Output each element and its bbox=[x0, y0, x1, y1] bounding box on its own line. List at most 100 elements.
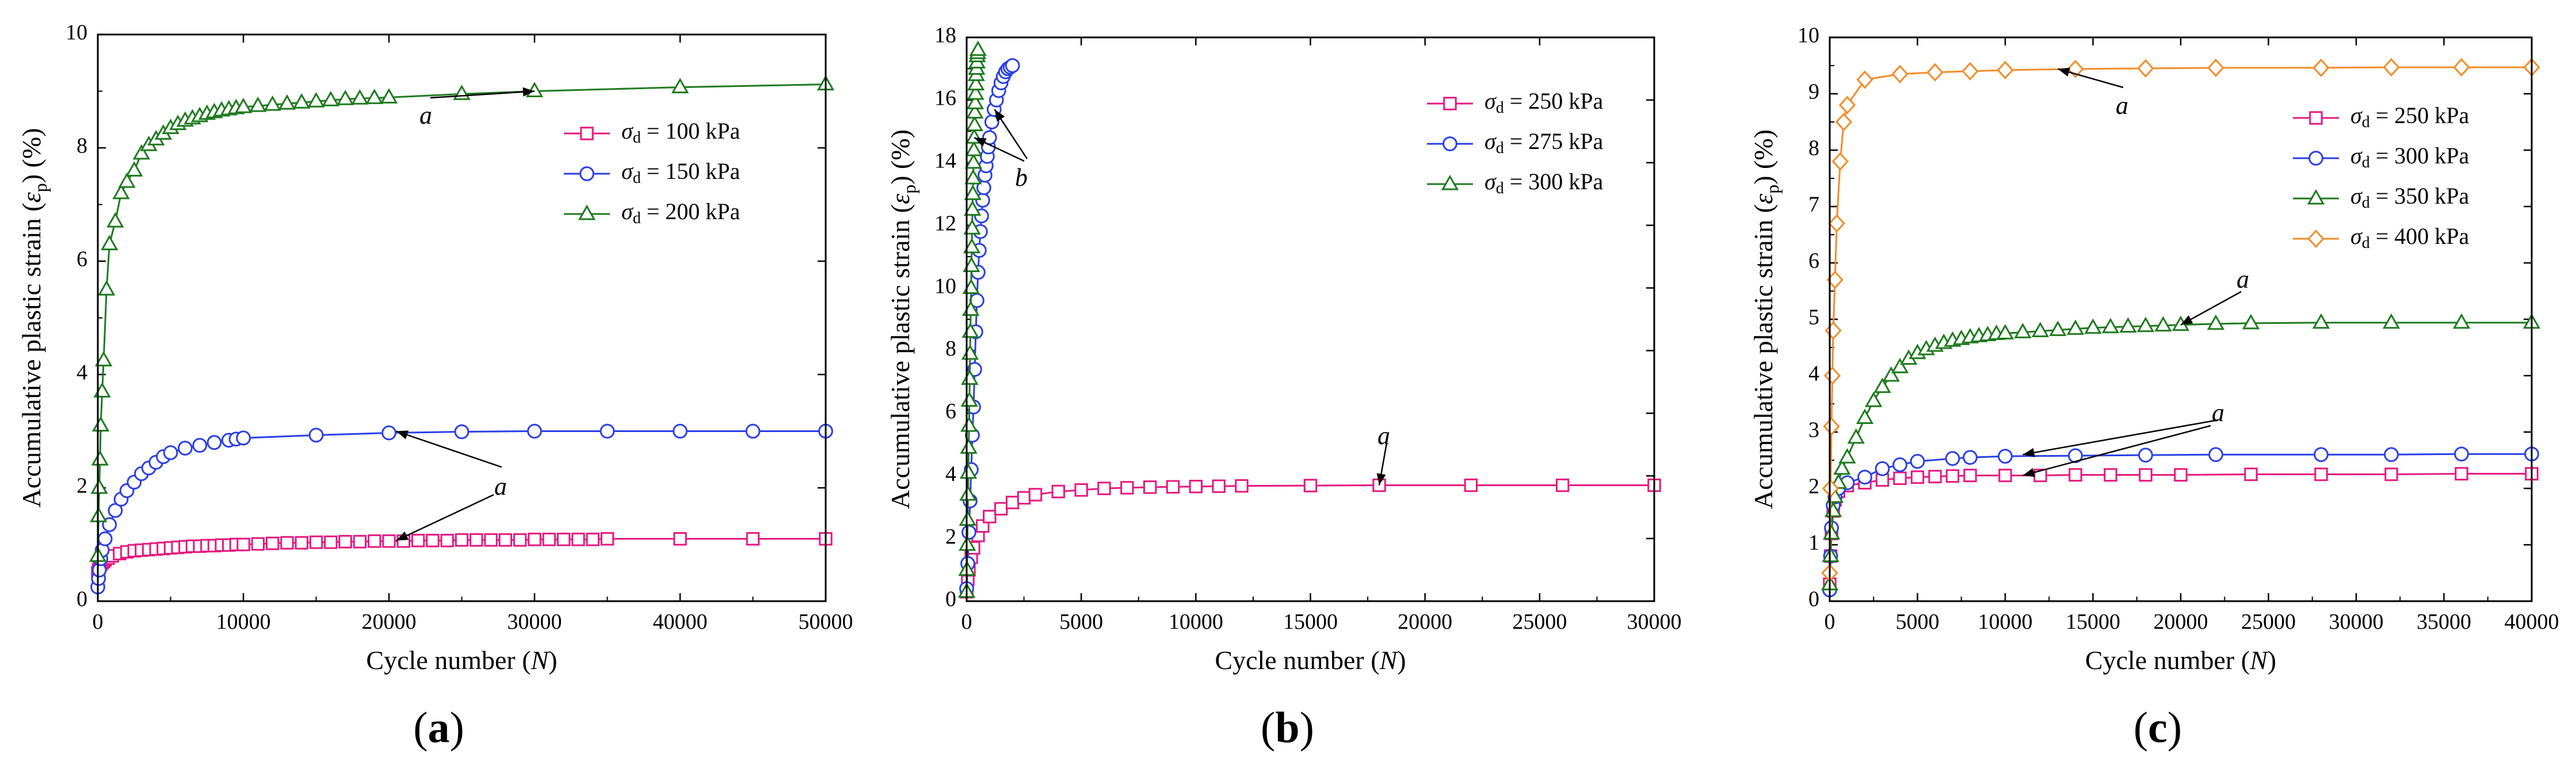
data-point bbox=[108, 503, 123, 518]
data-point bbox=[1028, 488, 1043, 502]
data-point bbox=[2066, 319, 2085, 335]
data-point bbox=[2314, 447, 2329, 463]
x-tick-label: 40000 bbox=[2505, 610, 2559, 634]
data-point bbox=[1166, 480, 1180, 494]
data-point bbox=[264, 95, 281, 111]
data-point bbox=[2453, 58, 2470, 77]
annotation: a bbox=[1376, 422, 1390, 486]
x-axis-label: Cycle number (N) bbox=[366, 645, 557, 675]
y-tick-label: 2 bbox=[77, 474, 87, 498]
x-axis-label: Cycle number (N) bbox=[2085, 645, 2276, 675]
data-point bbox=[542, 532, 556, 547]
data-point bbox=[295, 536, 308, 550]
data-point bbox=[1963, 468, 1977, 483]
data-point bbox=[454, 424, 470, 440]
annotation: a bbox=[2058, 67, 2128, 120]
data-point bbox=[745, 423, 761, 439]
data-point bbox=[1847, 428, 1865, 444]
data-point bbox=[967, 75, 985, 91]
data-point bbox=[2119, 317, 2137, 333]
data-point bbox=[2174, 468, 2188, 482]
data-point bbox=[1051, 484, 1066, 499]
y-axis-label: Accumulative plastic strain (εp) (%) bbox=[1749, 129, 1783, 509]
data-point bbox=[1838, 448, 1856, 464]
data-point bbox=[2014, 323, 2032, 339]
data-point bbox=[966, 103, 984, 119]
legend-marker bbox=[578, 204, 596, 220]
data-point bbox=[1838, 95, 1856, 114]
data-point bbox=[307, 91, 325, 108]
data-point bbox=[1857, 469, 1872, 485]
x-tick-label: 0 bbox=[961, 610, 972, 634]
legend-marker bbox=[1441, 174, 1459, 190]
y-tick-label: 0 bbox=[77, 587, 87, 612]
data-point bbox=[1555, 478, 1570, 492]
data-point bbox=[132, 144, 151, 160]
data-point bbox=[125, 161, 143, 177]
data-point bbox=[2136, 316, 2155, 333]
panel-label: (c) bbox=[2134, 704, 2182, 752]
data-point bbox=[163, 445, 178, 460]
y-tick-label: 9 bbox=[1808, 80, 1819, 104]
x-tick-label: 30000 bbox=[2329, 610, 2384, 634]
annotation-arrowhead bbox=[994, 109, 1005, 122]
data-point bbox=[1998, 449, 2013, 464]
data-point bbox=[1212, 479, 1226, 493]
legend-text: σd = 350 kPa bbox=[2350, 183, 2470, 212]
data-point bbox=[2312, 58, 2330, 77]
data-point bbox=[1910, 470, 1925, 484]
annotation: a bbox=[419, 87, 535, 129]
annotation-arrow bbox=[2022, 425, 2211, 476]
x-tick-label: 40000 bbox=[653, 610, 708, 634]
data-point bbox=[455, 533, 469, 547]
data-point bbox=[1303, 479, 1318, 492]
data-point bbox=[382, 534, 396, 548]
data-point bbox=[381, 425, 396, 441]
data-point bbox=[527, 423, 542, 439]
y-tick-label: 10 bbox=[1798, 24, 1819, 48]
data-point bbox=[1831, 152, 1849, 171]
annotation-label: b bbox=[1015, 163, 1028, 192]
data-point bbox=[249, 96, 267, 112]
y-tick-label: 2 bbox=[1808, 475, 1819, 499]
series-2 bbox=[90, 423, 833, 595]
data-point bbox=[1882, 366, 1900, 382]
y-axis-label: Accumulative plastic strain (εp) (%) bbox=[17, 128, 51, 507]
data-point bbox=[969, 40, 987, 56]
series-4 bbox=[1821, 58, 2540, 583]
legend-text: σd = 150 kPa bbox=[621, 158, 741, 187]
x-tick-label: 15000 bbox=[2066, 610, 2120, 634]
data-point bbox=[251, 537, 265, 551]
data-point bbox=[308, 427, 324, 443]
data-point bbox=[994, 502, 1008, 516]
legend-text: σd = 400 kPa bbox=[2350, 223, 2470, 252]
annotation: a bbox=[2180, 265, 2249, 326]
legend-text: σd = 300 kPa bbox=[2350, 143, 2470, 171]
data-point bbox=[1005, 495, 1020, 510]
data-point bbox=[983, 510, 997, 524]
data-point bbox=[1928, 469, 1942, 484]
data-point bbox=[1892, 457, 1907, 472]
data-point bbox=[97, 531, 113, 547]
data-point bbox=[112, 184, 130, 200]
data-point bbox=[280, 536, 294, 550]
data-point bbox=[353, 534, 367, 549]
annotation-arrowhead bbox=[396, 531, 409, 541]
legend-marker bbox=[2307, 229, 2325, 249]
data-point bbox=[963, 238, 981, 254]
data-point bbox=[1997, 60, 2014, 79]
y-tick-label: 6 bbox=[945, 399, 956, 423]
data-point bbox=[2068, 448, 2083, 464]
data-point bbox=[470, 533, 483, 547]
data-point bbox=[234, 97, 253, 113]
legend-marker bbox=[2308, 151, 2323, 166]
legend-marker bbox=[2307, 189, 2325, 205]
x-tick-label: 30000 bbox=[1627, 610, 1682, 634]
series-line bbox=[1829, 66, 2532, 574]
data-point bbox=[2067, 59, 2084, 78]
data-point bbox=[2384, 447, 2399, 463]
legend-text: σd = 250 kPa bbox=[2350, 102, 2470, 131]
data-point bbox=[2208, 447, 2223, 463]
legend: σd = 250 kPa σd = 275 kPa σd = 300 kPa bbox=[1427, 88, 1604, 197]
